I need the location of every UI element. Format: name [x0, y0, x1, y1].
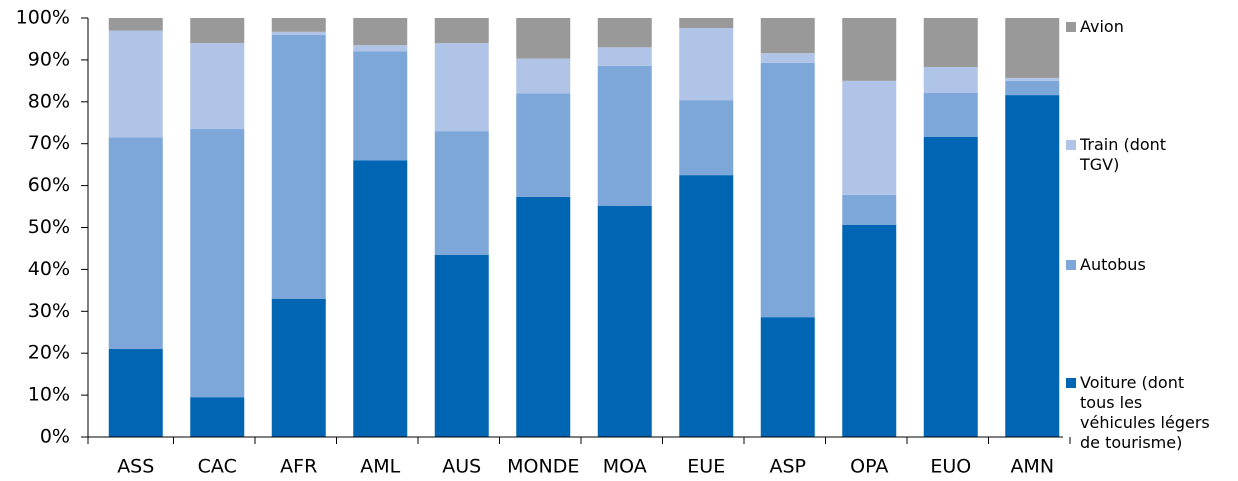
legend-swatch: [1066, 378, 1076, 388]
y-tick-label: 80%: [28, 90, 70, 112]
bar-segment: [108, 18, 163, 31]
bar-segment: [679, 28, 734, 101]
bar-segment: [1005, 95, 1060, 437]
y-tick-label: 40%: [28, 258, 70, 280]
legend-label: Voiture (dont tous les véhicules légers …: [1080, 373, 1210, 452]
bar-segment: [1005, 77, 1060, 81]
x-tick-label: CAC: [198, 456, 237, 478]
bar-segment: [597, 47, 652, 66]
legend-item: Autobus: [1066, 255, 1230, 275]
x-tick-label: OPA: [850, 456, 888, 478]
x-tick-label: MOA: [603, 456, 647, 478]
legend-swatch: [1066, 140, 1076, 150]
bar-segment: [842, 18, 897, 81]
bar-segment: [760, 53, 815, 63]
legend-swatch: [1066, 260, 1076, 270]
y-tick-label: 30%: [28, 300, 70, 322]
bar-segment: [516, 58, 571, 94]
bar-segment: [923, 18, 978, 68]
bar-segment: [516, 196, 571, 437]
bar-segment: [923, 93, 978, 137]
bar-segment: [434, 43, 489, 132]
bar-segment: [760, 317, 815, 437]
bar-segment: [353, 51, 408, 161]
legend-label: Avion: [1080, 17, 1124, 36]
x-tick-label: AML: [360, 456, 400, 478]
x-tick-label: AUS: [442, 456, 481, 478]
bar-segment: [923, 67, 978, 94]
bar-segment: [353, 45, 408, 52]
bar-segment: [597, 205, 652, 437]
bar-segment: [190, 18, 245, 44]
bar-segment: [434, 254, 489, 437]
bar-segment: [353, 160, 408, 437]
bar-segment: [516, 18, 571, 59]
legend-swatch: [1066, 22, 1076, 32]
x-tick-label: MONDE: [507, 456, 579, 478]
y-tick-label: 70%: [28, 132, 70, 154]
legend-item: Train (dont TGV): [1066, 135, 1200, 175]
bar-segment: [108, 30, 163, 138]
x-tick-label: AMN: [1010, 456, 1054, 478]
legend-label: Train (dont TGV): [1080, 135, 1167, 174]
bar-segment: [679, 175, 734, 437]
bar-segment: [597, 18, 652, 48]
bar-segment: [679, 18, 734, 29]
bar-segment: [353, 18, 408, 46]
bar-segment: [842, 224, 897, 437]
bar-segment: [190, 129, 245, 398]
x-tick-label: ASP: [769, 456, 806, 478]
y-tick-label: 50%: [28, 216, 70, 238]
bar-segment: [760, 18, 815, 54]
bar-segment: [434, 18, 489, 44]
x-tick-label: EUE: [687, 456, 725, 478]
bar-segment: [190, 43, 245, 130]
bar-segment: [516, 93, 571, 197]
bar-segment: [842, 80, 897, 195]
bar-segment: [679, 100, 734, 176]
bar-segment: [108, 137, 163, 350]
bar-segment: [190, 397, 245, 437]
y-tick-label: 10%: [28, 384, 70, 406]
bar-segment: [108, 349, 163, 437]
y-tick-label: 100%: [16, 7, 70, 29]
x-tick-label: EUO: [930, 456, 971, 478]
y-tick-label: 90%: [28, 48, 70, 70]
y-tick-label: 60%: [28, 174, 70, 196]
y-tick-label: 0%: [40, 426, 70, 448]
y-tick-label: 20%: [28, 342, 70, 364]
legend-item: Voiture (dont tous les véhicules légers …: [1066, 373, 1216, 453]
bar-segment: [434, 131, 489, 255]
bar-segment: [923, 136, 978, 437]
bar-segment: [1005, 80, 1060, 96]
bar-segment: [271, 34, 326, 299]
bar-segment: [842, 194, 897, 225]
bar-segment: [271, 18, 326, 32]
legend-label: Autobus: [1080, 255, 1146, 274]
x-tick-label: AFR: [280, 456, 317, 478]
bar-segment: [271, 31, 326, 35]
legend-item: Avion: [1066, 17, 1230, 37]
bar-segment: [597, 65, 652, 206]
bar-segment: [1005, 18, 1060, 78]
bar-segment: [760, 62, 815, 318]
x-tick-label: ASS: [117, 456, 154, 478]
bar-segment: [271, 298, 326, 437]
